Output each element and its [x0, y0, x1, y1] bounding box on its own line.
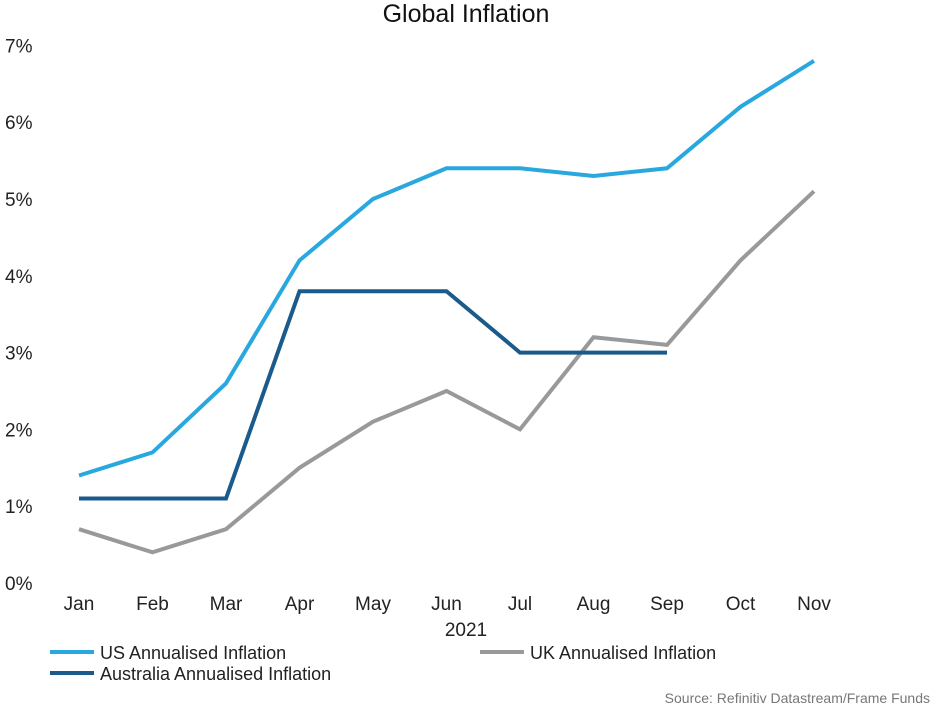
y-tick-label: 7% [5, 36, 33, 57]
series-line-australia [79, 289, 667, 501]
chart-title: Global Inflation [383, 0, 550, 28]
x-tick-label: Sep [650, 594, 684, 615]
series-lines [78, 59, 816, 555]
y-tick-label: 0% [5, 574, 33, 595]
x-axis-ticks: Jan Feb Mar Apr May Jun Jul Aug Sep Oct Nov [64, 594, 832, 615]
x-tick-label: Jun [431, 594, 462, 615]
y-tick-label: 2% [5, 420, 33, 441]
x-tick-label: Jul [508, 594, 532, 615]
y-tick-label: 3% [5, 344, 33, 365]
x-tick-label: Oct [726, 594, 756, 615]
x-axis-label: 2021 [445, 620, 487, 641]
y-axis-ticks: 0% 1% 2% 3% 4% 5% 6% 7% [5, 36, 33, 595]
legend: US Annualised Inflation UK Annualised Inf… [50, 643, 716, 684]
x-tick-label: Apr [285, 594, 315, 615]
x-tick-label: Nov [797, 594, 831, 615]
y-tick-label: 6% [5, 113, 33, 134]
y-tick-label: 1% [5, 497, 33, 518]
x-tick-label: Aug [577, 594, 611, 615]
y-tick-label: 4% [5, 267, 33, 288]
x-tick-label: Mar [210, 594, 243, 615]
y-tick-label: 5% [5, 190, 33, 211]
x-tick-label: Feb [136, 594, 169, 615]
legend-label-uk: UK Annualised Inflation [530, 643, 716, 663]
source-note: Source: Refinitiv Datastream/Frame Funds [665, 690, 930, 706]
x-tick-label: May [355, 594, 391, 615]
legend-label-us: US Annualised Inflation [100, 643, 286, 663]
series-line-uk [78, 189, 816, 555]
legend-label-australia: Australia Annualised Inflation [100, 664, 331, 684]
x-tick-label: Jan [64, 594, 95, 615]
series-line-us [78, 59, 816, 478]
